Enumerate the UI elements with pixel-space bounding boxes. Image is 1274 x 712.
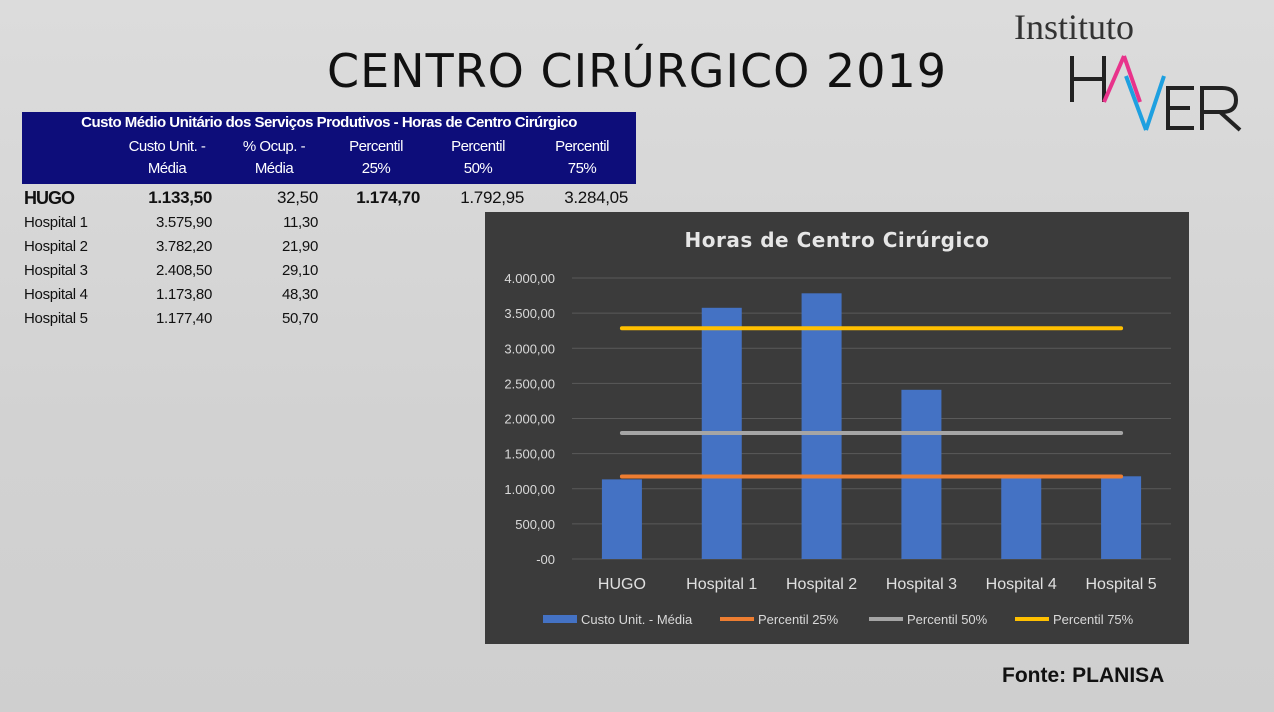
row-p50: 1.792,95 xyxy=(460,188,524,207)
x-tick-label: Hospital 4 xyxy=(986,576,1057,593)
row-name: Hospital 3 xyxy=(24,262,88,279)
cost-table: Custo Médio Unitário dos Serviços Produt… xyxy=(22,112,636,327)
y-tick-label: 500,00 xyxy=(515,517,555,532)
row-p75: 3.284,05 xyxy=(564,188,628,207)
legend-label: Percentil 25% xyxy=(758,612,839,627)
header-ocup: % Ocup. - Média xyxy=(222,136,326,180)
row-name: HUGO xyxy=(24,188,75,208)
header-p50-line2: 50% xyxy=(463,160,493,177)
y-tick-label: 2.500,00 xyxy=(504,376,555,391)
chart-panel: Horas de Centro Cirúrgico -00 500,00 1.000… xyxy=(485,212,1189,644)
header-p75-line1: Percentil xyxy=(555,138,609,155)
header-p25-line1: Percentil xyxy=(349,138,403,155)
row-ocup: 48,30 xyxy=(281,286,318,303)
bar xyxy=(601,479,642,559)
row-p25: 1.174,70 xyxy=(356,188,420,207)
header-p75-line2: 75% xyxy=(567,160,597,177)
header-p50: Percentil 50% xyxy=(426,136,530,180)
y-tick-label: 2.000,00 xyxy=(504,412,555,427)
x-tick-label: Hospital 2 xyxy=(786,576,857,593)
header-ocup-line2: Média xyxy=(254,160,294,177)
x-tick-label: Hospital 1 xyxy=(686,576,757,593)
instituto-haver-logo: Instituto xyxy=(1012,6,1262,136)
y-tick-label: 1.000,00 xyxy=(504,482,555,497)
header-custo-line1: Custo Unit. - xyxy=(128,138,206,155)
legend-label: Custo Unit. - Média xyxy=(581,612,693,627)
row-name: Hospital 1 xyxy=(24,214,88,231)
legend-label: Percentil 75% xyxy=(1053,612,1134,627)
haver-logo-mark xyxy=(1070,55,1242,132)
bar xyxy=(901,389,942,559)
row-ocup: 11,30 xyxy=(283,214,318,231)
header-p50-line1: Percentil xyxy=(451,138,505,155)
row-custo: 1.133,50 xyxy=(148,188,212,207)
row-name: Hospital 2 xyxy=(24,238,88,255)
bar xyxy=(801,293,842,559)
y-tick-label: 1.500,00 xyxy=(504,447,555,462)
page-title: CENTRO CIRÚRGICO 2019 xyxy=(327,44,947,98)
legend-swatch xyxy=(543,615,577,623)
table-row: Hospital 5 1.177,40 50,70 xyxy=(22,306,636,330)
chart-svg: -00 500,00 1.000,00 1.500,00 2.000,00 2.500,0… xyxy=(504,271,1171,627)
row-name: Hospital 5 xyxy=(24,310,88,327)
row-ocup: 50,70 xyxy=(281,310,318,327)
bar xyxy=(1101,476,1142,559)
row-name: Hospital 4 xyxy=(24,286,88,303)
row-ocup: 29,10 xyxy=(281,262,318,279)
table-header: Custo Médio Unitário dos Serviços Produt… xyxy=(22,112,636,184)
x-tick-label: Hospital 5 xyxy=(1086,576,1157,593)
y-tick-label: 3.500,00 xyxy=(504,306,555,321)
y-tick-label: 3.000,00 xyxy=(504,341,555,356)
bar xyxy=(1001,476,1042,559)
logo-top-text: Instituto xyxy=(1014,7,1135,47)
y-tick-label: 4.000,00 xyxy=(504,271,555,286)
header-custo-line2: Média xyxy=(147,160,187,177)
row-custo: 1.177,40 xyxy=(156,310,212,327)
header-p75: Percentil 75% xyxy=(530,136,634,180)
x-tick-label: Hospital 3 xyxy=(886,576,957,593)
row-custo: 3.782,20 xyxy=(156,238,212,255)
source-note: Fonte: PLANISA xyxy=(1002,664,1170,688)
table-row: Hospital 2 3.782,20 21,90 xyxy=(22,234,636,258)
header-p25: Percentil 25% xyxy=(324,136,428,180)
x-tick-label: HUGO xyxy=(598,576,646,593)
table-caption: Custo Médio Unitário dos Serviços Produt… xyxy=(81,114,577,131)
header-custo: Custo Unit. - Média xyxy=(106,136,228,180)
table-row: Hospital 3 2.408,50 29,10 xyxy=(22,258,636,282)
row-ocup: 32,50 xyxy=(276,188,318,207)
table-row: Hospital 4 1.173,80 48,30 xyxy=(22,282,636,306)
row-custo: 2.408,50 xyxy=(156,262,212,279)
header-p25-line2: 25% xyxy=(361,160,391,177)
source-label: Fonte: xyxy=(1002,664,1067,687)
table-row: Hospital 1 3.575,90 11,30 xyxy=(22,210,636,234)
row-ocup: 21,90 xyxy=(281,238,318,255)
header-ocup-line1: % Ocup. - xyxy=(242,138,306,155)
source-value: PLANISA xyxy=(1072,664,1165,687)
legend-label: Percentil 50% xyxy=(907,612,988,627)
row-custo: 1.173,80 xyxy=(156,286,212,303)
y-tick-label: -00 xyxy=(536,552,555,567)
row-custo: 3.575,90 xyxy=(156,214,212,231)
chart-title: Horas de Centro Cirúrgico xyxy=(684,228,990,252)
table-row: HUGO 1.133,50 32,50 1.174,70 1.792,95 3.… xyxy=(22,184,636,208)
